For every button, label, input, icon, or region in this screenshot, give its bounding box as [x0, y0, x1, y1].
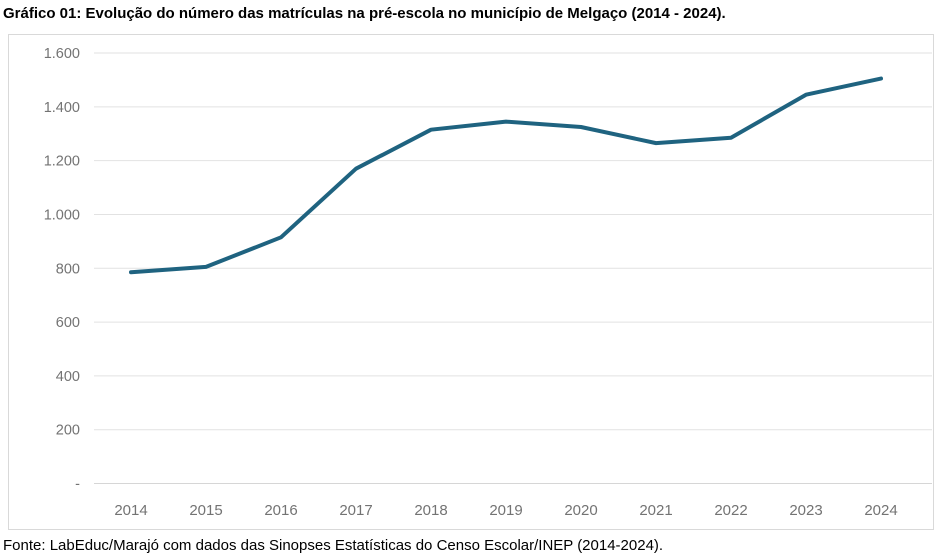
- y-axis-tick-label: 1.000: [44, 207, 80, 223]
- chart-title: Gráfico 01: Evolução do número das matrí…: [3, 5, 726, 22]
- x-axis-tick-label: 2022: [714, 502, 747, 519]
- x-axis-tick-label: 2021: [639, 502, 672, 519]
- line-chart: - 200 400 600 800 1.000 1.200 1.400 1.600 2014 201…: [44, 46, 932, 519]
- x-axis-tick-label: 2019: [489, 502, 522, 519]
- y-axis-tick-label: 1.600: [44, 46, 80, 62]
- chart-area: - 200 400 600 800 1.000 1.200 1.400 1.600 2014 201…: [8, 34, 934, 530]
- x-axis-tick-label: 2018: [414, 502, 447, 519]
- x-axis-tick-label: 2023: [789, 502, 822, 519]
- y-axis-tick-label: -: [75, 477, 80, 493]
- y-axis-tick-label: 1.400: [44, 100, 80, 116]
- chart-source: Fonte: LabEduc/Marajó com dados das Sino…: [3, 537, 664, 554]
- y-axis-tick-label: 400: [56, 369, 80, 385]
- y-axis-tick-label: 600: [56, 315, 80, 331]
- x-axis-tick-label: 2017: [339, 502, 372, 519]
- data-series-line: [129, 76, 883, 275]
- x-axis-tick-label: 2020: [564, 502, 597, 519]
- y-axis-tick-label: 1.200: [44, 154, 80, 170]
- x-axis-tick-label: 2016: [264, 502, 297, 519]
- x-axis-tick-label: 2024: [864, 502, 897, 519]
- x-axis-tick-label: 2014: [114, 502, 147, 519]
- y-axis-tick-label: 200: [56, 423, 80, 439]
- y-axis-tick-label: 800: [56, 261, 80, 277]
- x-axis-tick-label: 2015: [189, 502, 222, 519]
